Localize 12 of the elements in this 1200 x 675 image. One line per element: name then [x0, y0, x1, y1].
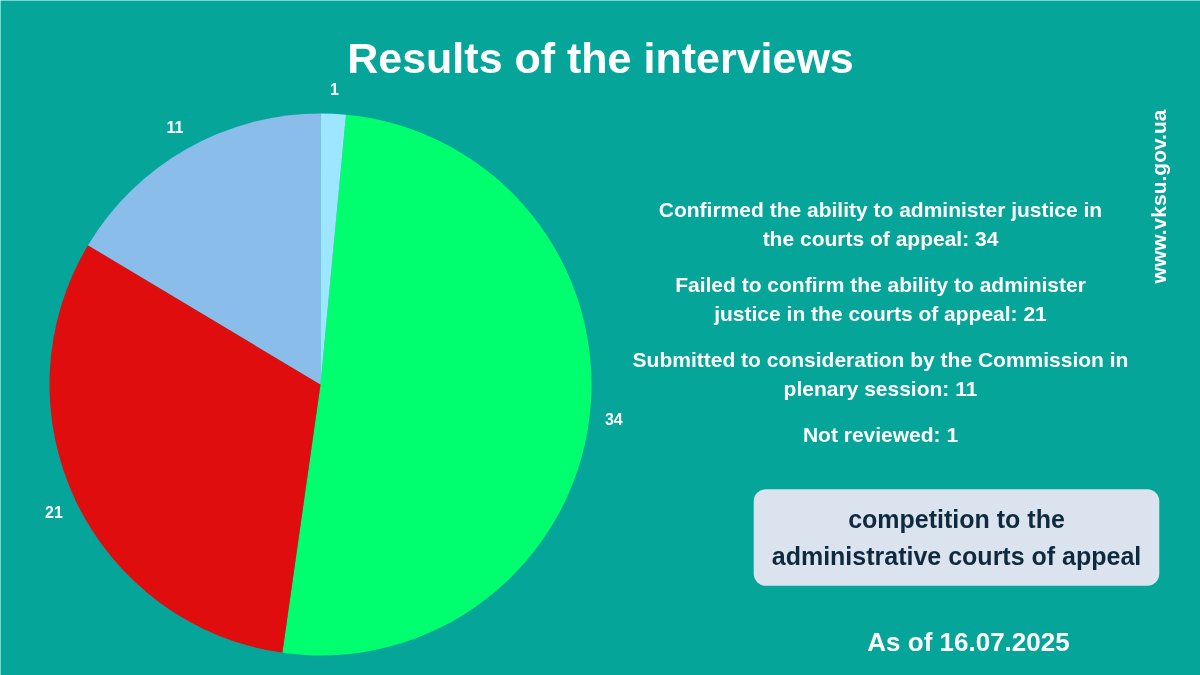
- chart-title: Results of the interviews: [347, 33, 854, 82]
- text: Not reviewed: 1: [802, 422, 959, 446]
- text: Submitted to consideration by the Commission in plenary session: 11: [632, 347, 1129, 400]
- data-label: 34: [604, 411, 623, 429]
- data-label: 1: [330, 81, 340, 99]
- text: Confirmed the ability to administer justice in the courts of appeal: 34: [658, 197, 1103, 250]
- text: www.vksu.gov.ua: [1147, 109, 1170, 285]
- data-label: 21: [44, 503, 63, 521]
- text: As of 16.07.2025: [867, 626, 1070, 657]
- data-label: 11: [166, 119, 184, 137]
- text: competition to the administrative courts of appeal: [771, 505, 1142, 570]
- text: Failed to confirm the ability to administer justice in the courts of appeal: 21: [675, 272, 1086, 325]
